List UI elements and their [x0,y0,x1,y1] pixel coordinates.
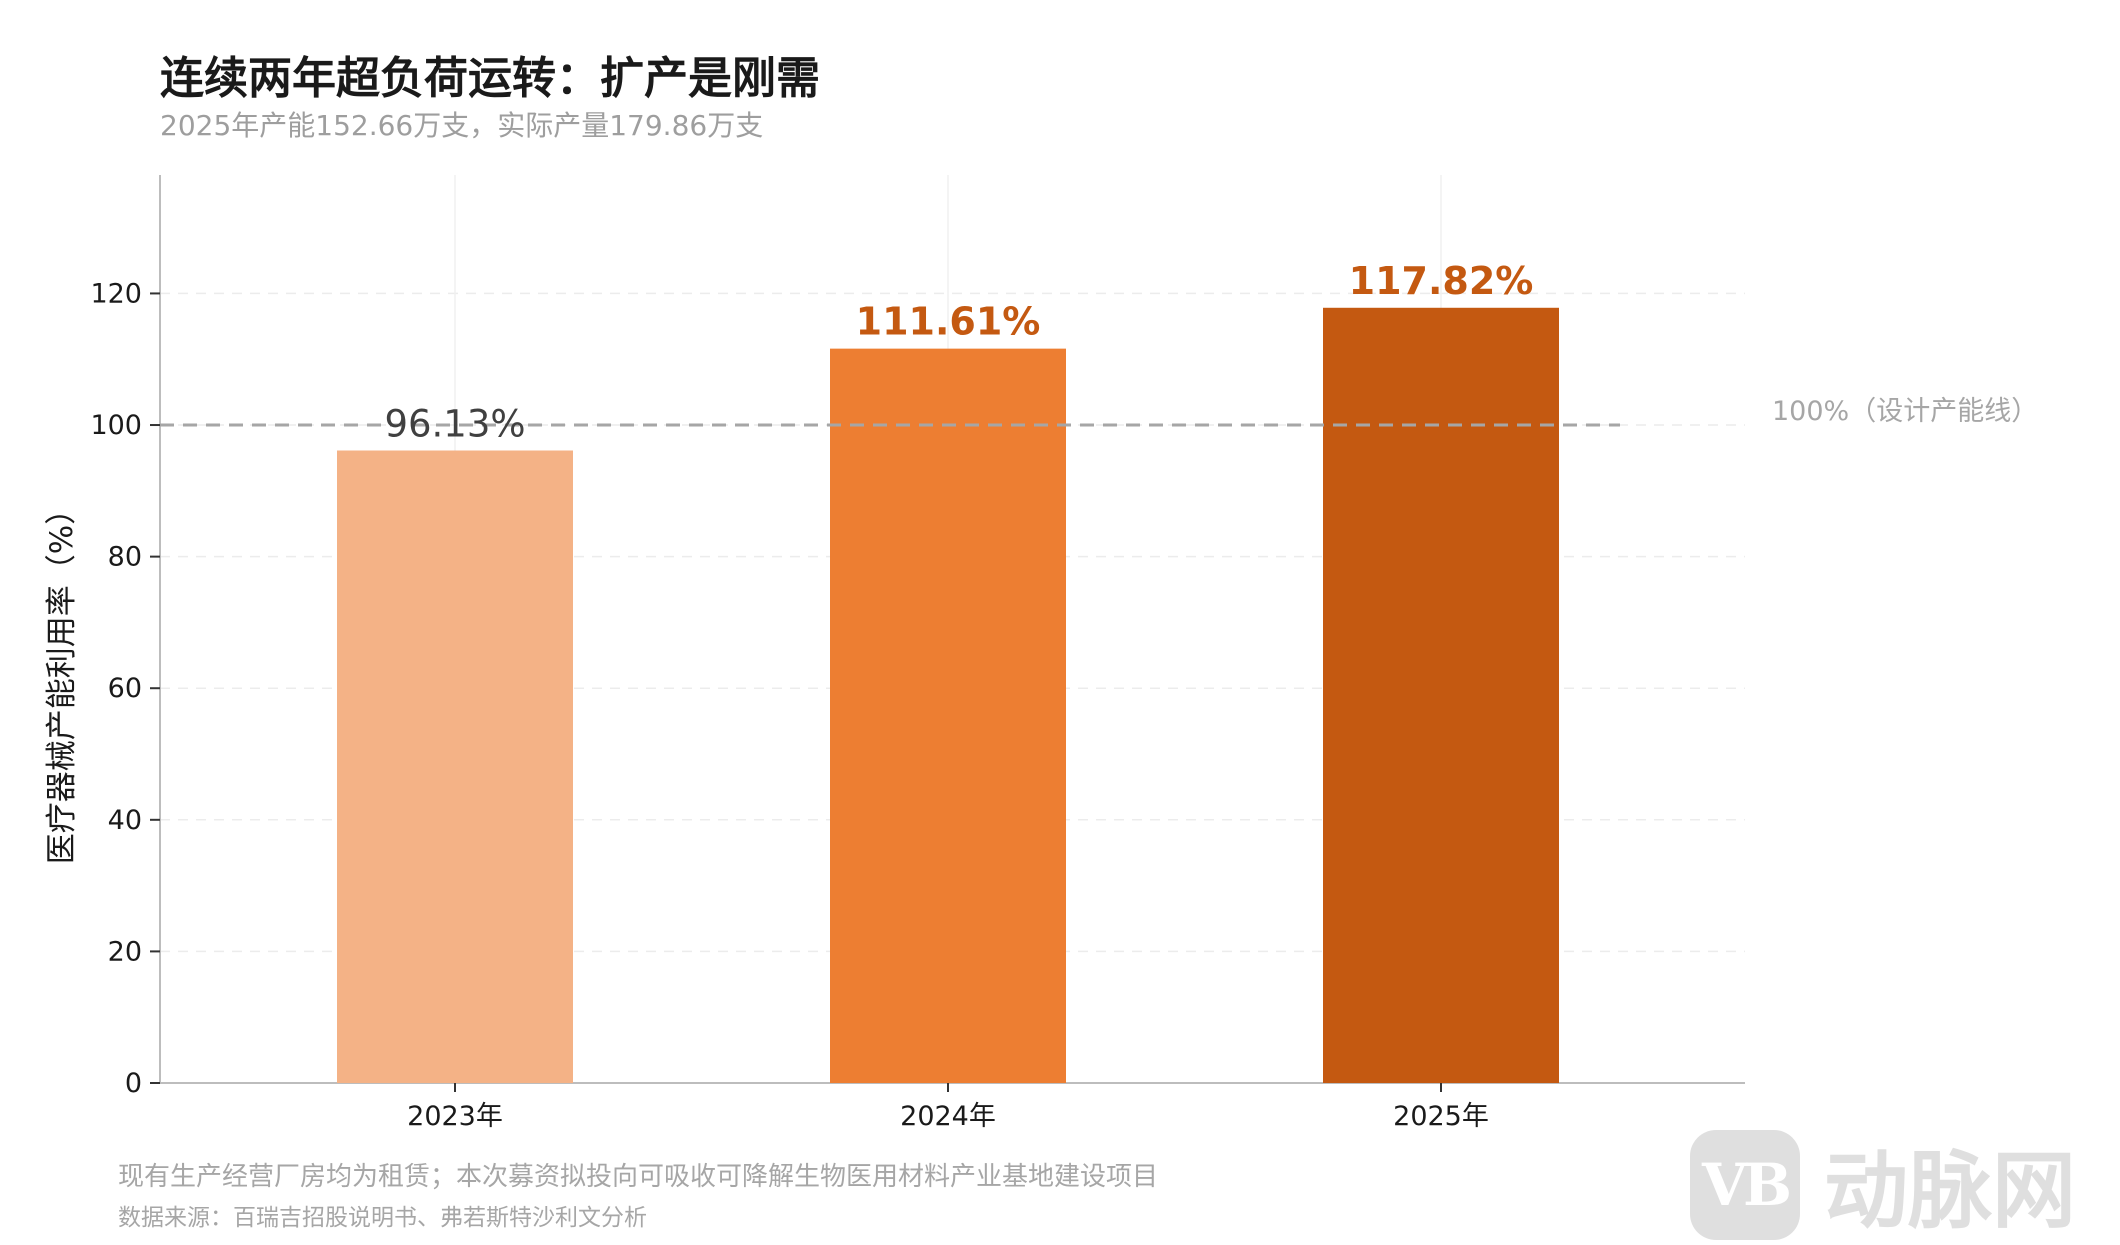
watermark-text: 动脉网 [1824,1142,2077,1240]
chart-subtitle: 2025年产能152.66万支，实际产量179.86万支 [160,109,764,142]
y-tick-label: 60 [108,673,142,704]
y-axis-label: 医疗器械产能利用率（%） [44,494,80,864]
chart-title: 连续两年超负荷运转：扩产是刚需 [160,53,820,104]
y-tick-label: 120 [90,278,142,309]
y-tick-label: 0 [125,1068,142,1099]
x-tick-label: 2024年 [900,1101,996,1132]
value-label: 117.82% [1349,259,1534,303]
watermark-logo: VB 动脉网 [1690,1124,2076,1245]
reference-line-label: 100%（设计产能线） [1772,396,2038,427]
bar-2024年 [830,348,1066,1083]
y-tick-label: 80 [108,542,142,573]
value-label: 96.13% [384,402,525,445]
x-tick-label: 2025年 [1393,1101,1489,1132]
x-tick-label: 2023年 [407,1101,503,1132]
bar-2025年 [1323,307,1559,1083]
y-tick-label: 40 [108,805,142,836]
data-source: 数据来源：百瑞吉招股说明书、弗若斯特沙利文分析 [118,1205,647,1231]
y-tick-label: 100 [90,410,142,441]
watermark-badge: VB [1690,1129,1800,1240]
value-label: 111.61% [856,300,1041,344]
y-tick-label: 20 [108,936,142,967]
bar-chart: 0 20 40 60 80 100 120 医疗器械产能利用率（%） 100%（设计产能线） 96… [44,175,2038,1132]
footnote: 现有生产经营厂房均为租赁；本次募资拟投向可吸收可降解生物医用材料产业基地建设项目 [118,1162,1159,1192]
bar-2023年 [337,450,573,1084]
